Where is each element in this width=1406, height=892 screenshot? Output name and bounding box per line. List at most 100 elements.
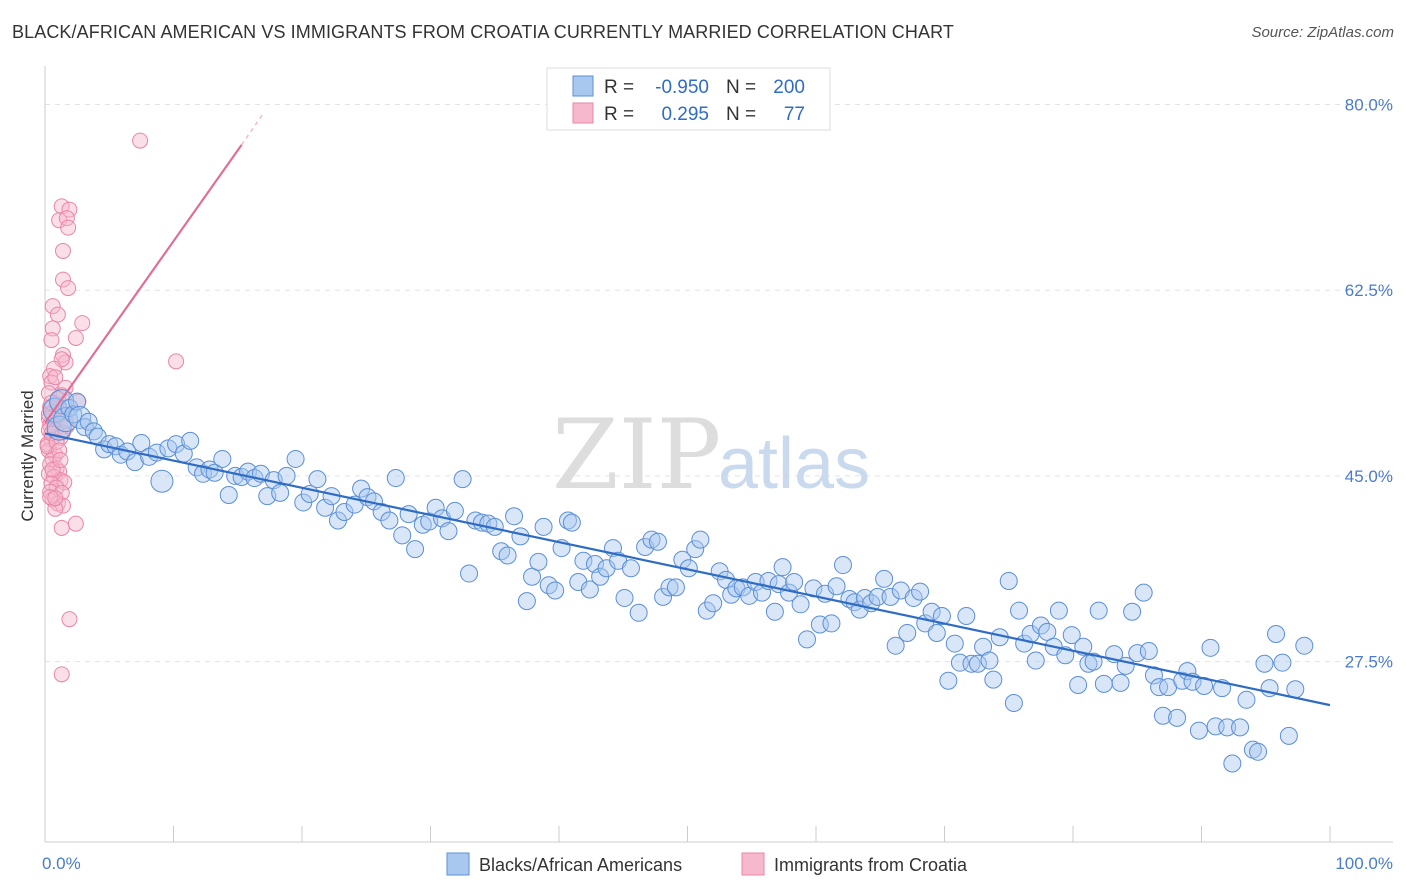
black-point-44	[308, 470, 327, 489]
legend-r-value-1: -0.950	[655, 77, 709, 98]
black-point-55	[386, 469, 405, 488]
black-point-163	[1038, 622, 1057, 641]
black-point-162	[1031, 616, 1050, 635]
black-point-128	[833, 556, 852, 575]
black-point-151	[968, 654, 987, 673]
black-point-137	[886, 636, 905, 655]
series-swatch-pink	[741, 852, 765, 876]
black-point-64	[445, 501, 464, 520]
black-point-140	[904, 588, 923, 607]
black-point-83	[562, 513, 581, 532]
croatia-point-75	[53, 666, 70, 683]
croatia-point-19	[45, 360, 62, 377]
black-point-147	[945, 634, 964, 653]
axes	[44, 66, 1393, 843]
black-point-78	[534, 517, 553, 536]
black-point-92	[615, 588, 634, 607]
black-point-199	[1249, 742, 1268, 761]
croatia-point-8	[60, 280, 77, 297]
y-axis-title: Currently Married	[18, 390, 37, 521]
black-point-45	[316, 498, 335, 517]
croatia-point-18	[168, 353, 185, 370]
black-point-150	[962, 654, 981, 673]
black-point-121	[791, 595, 810, 614]
black-point-148	[950, 653, 969, 672]
black-point-157	[1004, 693, 1023, 712]
croatia-point-9	[44, 298, 61, 315]
black-point-194	[1218, 718, 1237, 737]
black-point-173	[1094, 674, 1113, 693]
black-point-54	[380, 511, 399, 530]
black-point-153	[980, 651, 999, 670]
black-point-18	[132, 434, 151, 453]
black-point-105	[697, 601, 716, 620]
black-point-204	[1279, 726, 1298, 745]
black-point-146	[939, 671, 958, 690]
black-point-154	[984, 670, 1003, 689]
x-tick-label-0: 0.0%	[42, 854, 81, 873]
black-point-99	[660, 578, 679, 597]
series-label-blacks: Blacks/African Americans	[479, 855, 682, 875]
trend-lines	[44, 114, 1331, 707]
watermark-zip: ZIP	[552, 399, 721, 511]
black-point-93	[621, 559, 640, 578]
black-point-72	[498, 546, 517, 565]
croatia-point-10	[49, 306, 66, 323]
y-tick-label-3: 80.0%	[1345, 96, 1393, 115]
black-point-126	[822, 614, 841, 633]
black-point-136	[881, 587, 900, 606]
croatia-point-22	[47, 369, 64, 386]
croatia-point-11	[74, 315, 91, 332]
black-point-161	[1026, 651, 1045, 670]
x-tick-label-1: 100.0%	[1335, 854, 1393, 873]
black-point-139	[898, 623, 917, 642]
x-tick-labels: 0.0% 100.0%	[42, 854, 1393, 873]
black-point-40	[277, 466, 296, 485]
black-point-73	[505, 507, 524, 526]
croatia-point-72	[47, 490, 64, 507]
croatia-point-13	[67, 329, 84, 346]
black-point-149	[957, 606, 976, 625]
black-point-100	[666, 578, 685, 597]
black-point-180	[1139, 642, 1158, 660]
black-point-106	[704, 594, 723, 613]
legend-swatch-pink	[572, 102, 594, 124]
legend-r-label-2: R =	[604, 104, 634, 125]
correlation-legend: R = -0.950 N = 200 R = 0.295 N = 77	[546, 67, 831, 131]
black-point-135	[875, 569, 894, 588]
black-point-205	[1286, 680, 1305, 699]
black-point-23	[167, 435, 186, 454]
black-point-66	[460, 564, 479, 583]
black-point-104	[691, 530, 710, 549]
croatia-point-12	[44, 320, 61, 337]
black-point-189	[1189, 721, 1208, 740]
croatia-point-7	[54, 271, 71, 288]
black-point-192	[1206, 717, 1225, 736]
black-point-96	[642, 530, 661, 549]
black-point-116	[765, 602, 784, 621]
black-point-65	[453, 470, 472, 489]
black-point-86	[580, 580, 599, 599]
black-point-141	[911, 582, 930, 601]
black-point-76	[523, 567, 542, 586]
grid-lines	[45, 104, 1393, 663]
black-point-17	[125, 453, 144, 472]
legend-n-value-1: 200	[773, 77, 805, 98]
croatia-point-53	[56, 474, 73, 491]
legend-r-value-2: 0.295	[661, 104, 709, 125]
black-point-63	[439, 522, 458, 541]
legend-swatch-blue	[572, 75, 594, 97]
black-point-158	[1010, 601, 1029, 620]
black-point-7	[68, 406, 92, 430]
chart-title: BLACK/AFRICAN AMERICAN VS IMMIGRANTS FRO…	[12, 22, 954, 42]
black-point-122	[798, 630, 817, 649]
black-point-98	[654, 587, 673, 606]
y-tick-labels: 27.5% 45.0% 62.5% 80.0%	[1345, 96, 1393, 672]
black-point-167	[1062, 626, 1081, 645]
croatia-point-52	[43, 475, 60, 492]
black-point-171	[1084, 652, 1103, 671]
black-point-144	[927, 623, 946, 642]
y-tick-label-0: 27.5%	[1345, 653, 1393, 672]
black-point-48	[335, 502, 354, 521]
black-point-9	[79, 412, 98, 431]
